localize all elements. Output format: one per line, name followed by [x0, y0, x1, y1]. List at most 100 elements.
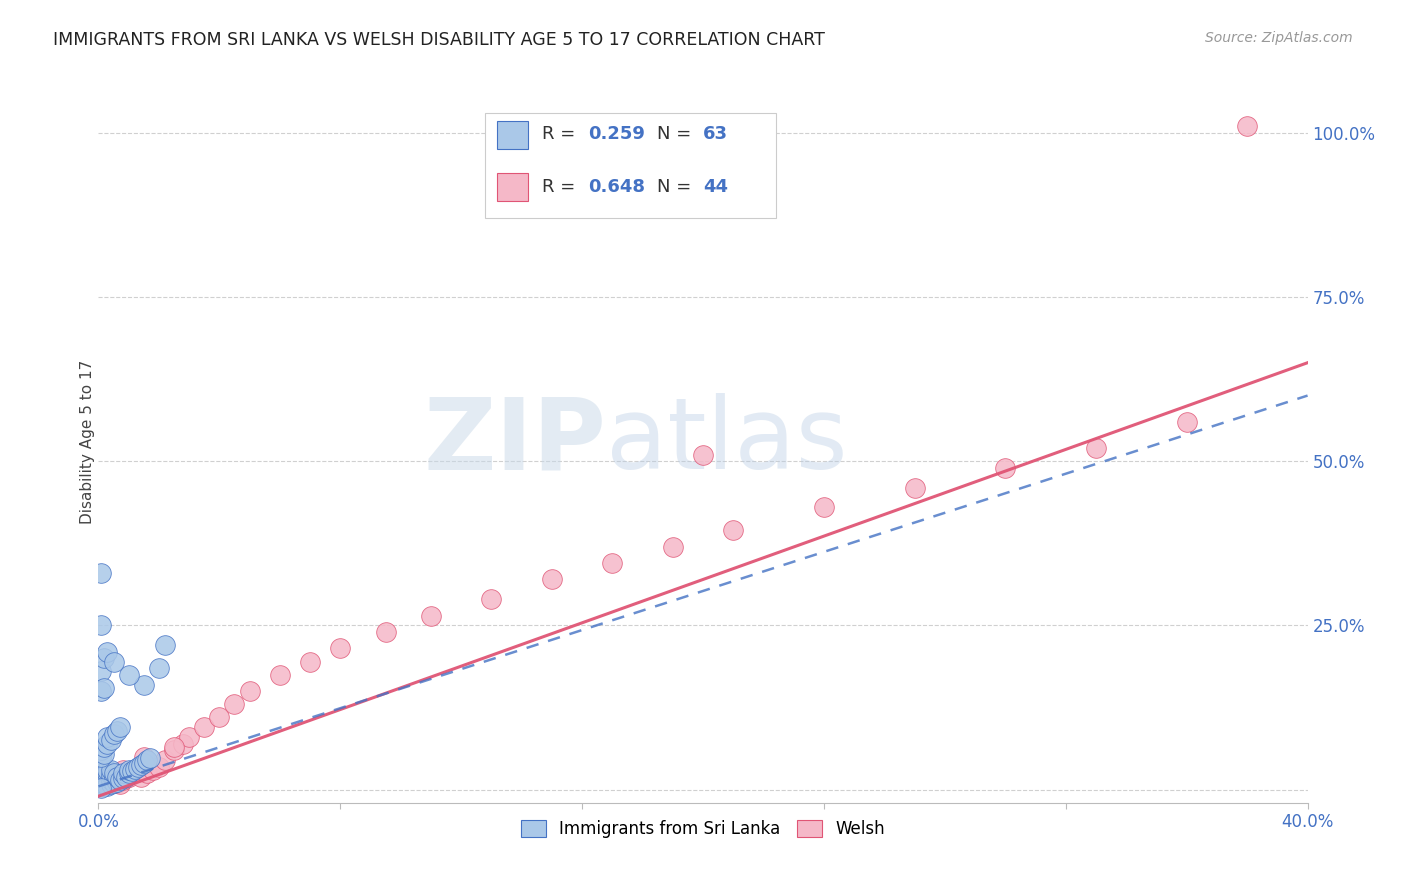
Point	[90, 766, 112, 780]
Point	[111, 763, 134, 777]
Point	[299, 655, 322, 669]
Point	[148, 661, 170, 675]
Point	[96, 763, 118, 777]
Text: IMMIGRANTS FROM SRI LANKA VS WELSH DISABILITY AGE 5 TO 17 CORRELATION CHART: IMMIGRANTS FROM SRI LANKA VS WELSH DISAB…	[53, 31, 825, 49]
Point	[90, 781, 112, 796]
Point	[90, 772, 112, 787]
Point	[90, 777, 112, 791]
Point	[1236, 120, 1258, 134]
Point	[269, 667, 291, 681]
Text: Source: ZipAtlas.com: Source: ZipAtlas.com	[1205, 31, 1353, 45]
Text: 0.648: 0.648	[588, 178, 645, 196]
Point	[103, 776, 125, 790]
Point	[100, 733, 122, 747]
Point	[93, 771, 115, 785]
Point	[105, 774, 128, 789]
Legend: Immigrants from Sri Lanka, Welsh: Immigrants from Sri Lanka, Welsh	[515, 814, 891, 845]
Point	[193, 720, 215, 734]
Point	[105, 776, 128, 790]
Point	[129, 770, 152, 784]
Point	[96, 730, 118, 744]
Point	[239, 684, 262, 698]
Point	[723, 523, 745, 537]
Point	[481, 592, 503, 607]
Point	[329, 641, 352, 656]
Bar	[498, 121, 527, 149]
Point	[132, 749, 155, 764]
Point	[661, 540, 683, 554]
Point	[90, 770, 112, 784]
Point	[111, 772, 134, 787]
Point	[90, 665, 112, 679]
Point	[93, 739, 115, 754]
Point	[96, 766, 118, 780]
Point	[93, 763, 115, 777]
Point	[179, 730, 201, 744]
Point	[118, 763, 141, 777]
Point	[96, 776, 118, 790]
Point	[420, 608, 443, 623]
Point	[692, 448, 714, 462]
Point	[103, 772, 125, 787]
Point	[108, 777, 131, 791]
Point	[208, 710, 231, 724]
Point	[96, 780, 118, 794]
Point	[93, 774, 115, 789]
Y-axis label: Disability Age 5 to 17: Disability Age 5 to 17	[80, 359, 94, 524]
Point	[374, 625, 396, 640]
Point	[124, 766, 146, 780]
Point	[224, 698, 246, 712]
Point	[127, 760, 149, 774]
Point	[1085, 441, 1108, 455]
Point	[118, 667, 141, 681]
Point	[129, 757, 152, 772]
Point	[93, 651, 115, 665]
Point	[93, 780, 115, 794]
Point	[540, 573, 562, 587]
Point	[132, 677, 155, 691]
Point	[108, 772, 131, 787]
Point	[602, 556, 624, 570]
Text: R =: R =	[543, 126, 581, 144]
Text: 63: 63	[703, 126, 728, 144]
Point	[111, 766, 134, 780]
Point	[103, 766, 125, 780]
Point	[111, 771, 134, 785]
Point	[114, 770, 136, 784]
Point	[90, 743, 112, 757]
Point	[172, 737, 194, 751]
Point	[100, 777, 122, 791]
Text: 0.259: 0.259	[588, 126, 645, 144]
Point	[89, 776, 111, 790]
Point	[994, 460, 1017, 475]
Point	[105, 723, 128, 738]
Text: N =: N =	[657, 178, 697, 196]
Bar	[498, 173, 527, 201]
Point	[100, 774, 122, 789]
Point	[135, 753, 157, 767]
Point	[105, 770, 128, 784]
Point	[96, 737, 118, 751]
Text: ZIP: ZIP	[423, 393, 606, 490]
Point	[90, 566, 112, 580]
Point	[96, 766, 118, 780]
Text: R =: R =	[543, 178, 581, 196]
Point	[135, 766, 157, 780]
Point	[93, 747, 115, 761]
FancyBboxPatch shape	[485, 112, 776, 218]
Point	[132, 756, 155, 771]
Point	[142, 763, 165, 777]
Point	[93, 768, 115, 782]
Point	[96, 645, 118, 659]
Point	[163, 743, 186, 757]
Point	[103, 771, 125, 785]
Point	[93, 777, 115, 791]
Point	[1175, 415, 1198, 429]
Point	[139, 751, 162, 765]
Point	[90, 780, 112, 794]
Point	[121, 764, 143, 779]
Point	[100, 768, 122, 782]
Point	[118, 766, 141, 780]
Point	[904, 481, 927, 495]
Point	[118, 770, 141, 784]
